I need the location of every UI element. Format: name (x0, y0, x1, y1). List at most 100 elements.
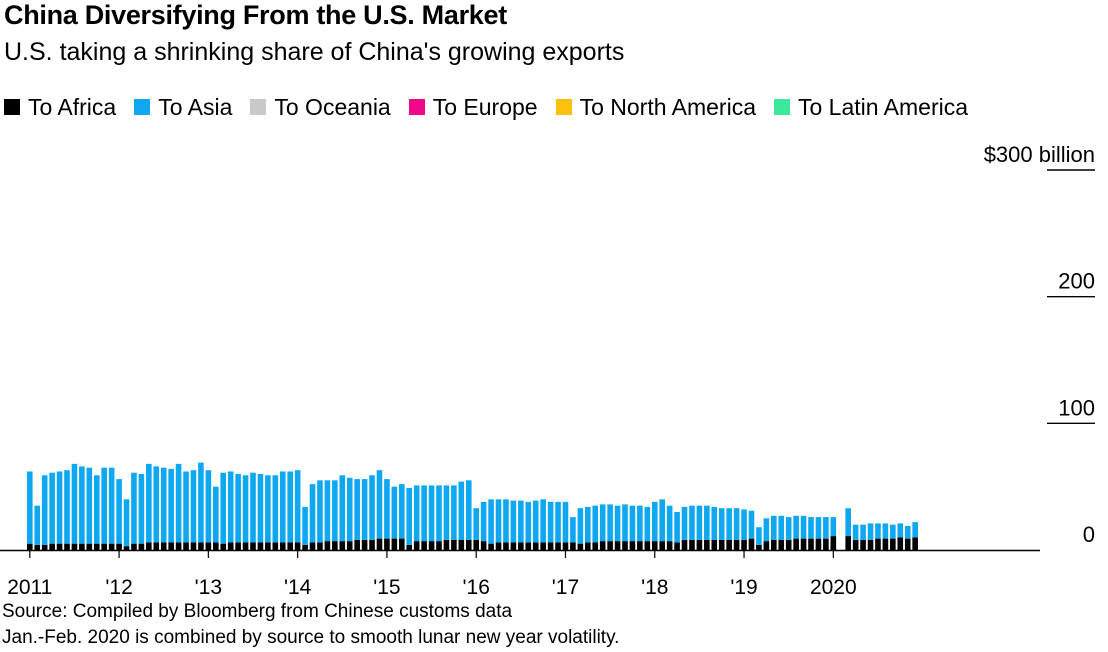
bar-segment-to-africa (637, 541, 643, 550)
bar-segment-to-asia (108, 467, 115, 544)
bar-segment-to-africa (599, 541, 606, 550)
bar-segment-to-africa (651, 541, 658, 550)
bar-segment-to-asia (815, 517, 822, 539)
bar-segment-to-africa (696, 539, 703, 550)
bar-segment-to-africa (183, 542, 189, 550)
bar-segment-to-africa (354, 539, 360, 550)
bar-segment-to-africa (555, 542, 561, 550)
bar-segment-to-africa (160, 542, 167, 550)
stacked-bar-chart: $300 billion 200 100 0 2011 '12 '13 '14 '15 '16 '1… (0, 142, 1095, 598)
bar-segment-to-africa (250, 542, 256, 550)
bar-segment-to-africa (391, 538, 398, 550)
bar-segment-to-asia (406, 487, 413, 545)
x-tick-label: '16 (463, 576, 490, 598)
bar-segment-to-asia (890, 524, 896, 539)
bar-segment-to-asia (309, 484, 316, 543)
bar-segment-to-africa (689, 539, 695, 550)
bar-segment-to-africa (205, 542, 212, 550)
bar-segment-to-asia (659, 499, 665, 542)
bar-segment-to-asia (93, 475, 100, 544)
bar-segment-to-africa (808, 538, 814, 550)
bar-segment-to-africa (867, 539, 874, 550)
bar-segment-to-africa (235, 542, 241, 550)
bar-segment-to-asia (585, 506, 591, 543)
y-tick-label: $300 billion (984, 142, 1095, 167)
bar-segment-to-africa (242, 542, 249, 550)
x-tick-label: '17 (552, 576, 579, 598)
bar-segment-to-africa (800, 538, 807, 550)
bar-segment-to-asia (86, 467, 93, 544)
y-tick-label: 0 (1083, 522, 1095, 547)
legend-item-north-america: To North America (555, 93, 756, 121)
bar-segment-to-asia (555, 501, 561, 543)
bar-segment-to-asia (778, 515, 785, 540)
bar-segment-to-africa (503, 542, 509, 550)
bar-segment-to-africa (845, 536, 851, 550)
bar-segment-to-africa (153, 542, 160, 550)
bar-segment-to-asia (183, 471, 189, 543)
bar-segment-to-asia (160, 467, 167, 543)
bar-segment-to-africa (525, 542, 532, 550)
bar-segment-to-asia (421, 485, 427, 542)
bar-segment-to-asia (294, 470, 301, 543)
bar-segment-to-asia (250, 472, 256, 543)
bar-segment-to-asia (64, 470, 70, 544)
bar-segment-to-africa (518, 542, 524, 550)
bar-segment-to-asia (205, 470, 212, 543)
bar-segment-to-asia (116, 479, 122, 544)
bar-segment-to-asia (651, 501, 658, 542)
x-tick-label: 2011 (7, 576, 52, 598)
bar-segment-to-africa (443, 539, 450, 550)
x-tick-label: '12 (105, 576, 132, 598)
bar-segment-to-asia (391, 486, 398, 539)
bar-segment-to-africa (406, 544, 413, 550)
bar-segment-to-asia (242, 475, 249, 543)
bar-segment-to-asia (138, 474, 145, 544)
bar-segment-to-asia (198, 462, 204, 543)
x-tick-label: '13 (195, 576, 222, 598)
bar-segment-to-africa (27, 543, 33, 550)
bar-segment-to-africa (711, 539, 718, 550)
bar-segment-to-asia (756, 527, 762, 545)
bar-segment-to-asia (123, 499, 130, 547)
bar-segment-to-asia (785, 517, 792, 540)
bar-segment-to-africa (852, 539, 859, 550)
bar-segment-to-africa (123, 546, 130, 550)
bar-segment-to-asia (897, 523, 904, 538)
bar-segment-to-africa (339, 541, 346, 550)
bar-segment-to-africa (399, 538, 405, 550)
bar-segment-to-africa (510, 542, 517, 550)
bar-segment-to-asia (153, 466, 160, 543)
legend-label: To North America (579, 93, 756, 120)
bar-segment-to-asia (190, 470, 197, 543)
chart-title: China Diversifying From the U.S. Market (4, 0, 507, 30)
bar-segment-to-asia (771, 515, 777, 540)
y-tick-label: 100 (1058, 395, 1095, 420)
bar-segment-to-asia (235, 474, 241, 543)
legend-swatch (408, 99, 425, 115)
bar-segment-to-africa (495, 542, 502, 550)
x-tick-label: 2020 (810, 576, 857, 598)
bar-segment-to-asia (845, 508, 851, 537)
bar-segment-to-africa (413, 541, 420, 550)
bar-segment-to-asia (718, 508, 725, 540)
bar-segment-to-asia (570, 517, 576, 543)
bar-segment-to-africa (607, 541, 613, 550)
bar-segment-to-africa (681, 539, 688, 550)
bar-segment-to-africa (79, 543, 85, 550)
x-tick-label: '18 (641, 576, 668, 598)
bar-segment-to-asia (637, 505, 643, 542)
bar-segment-to-asia (168, 468, 174, 543)
x-tick-label: '19 (730, 576, 757, 598)
bar-segment-to-asia (763, 518, 770, 542)
bar-segment-to-asia (257, 474, 264, 543)
bar-segment-to-asia (741, 509, 747, 540)
bar-segment-to-africa (488, 543, 494, 550)
bar-segment-to-africa (704, 539, 710, 550)
bar-segment-to-asia (131, 472, 137, 544)
bar-segment-to-asia (332, 480, 338, 542)
bar-segment-to-asia (451, 485, 457, 540)
bar-segment-to-africa (279, 542, 286, 550)
bar-segment-to-africa (317, 542, 323, 550)
bar-segment-to-africa (585, 542, 591, 550)
